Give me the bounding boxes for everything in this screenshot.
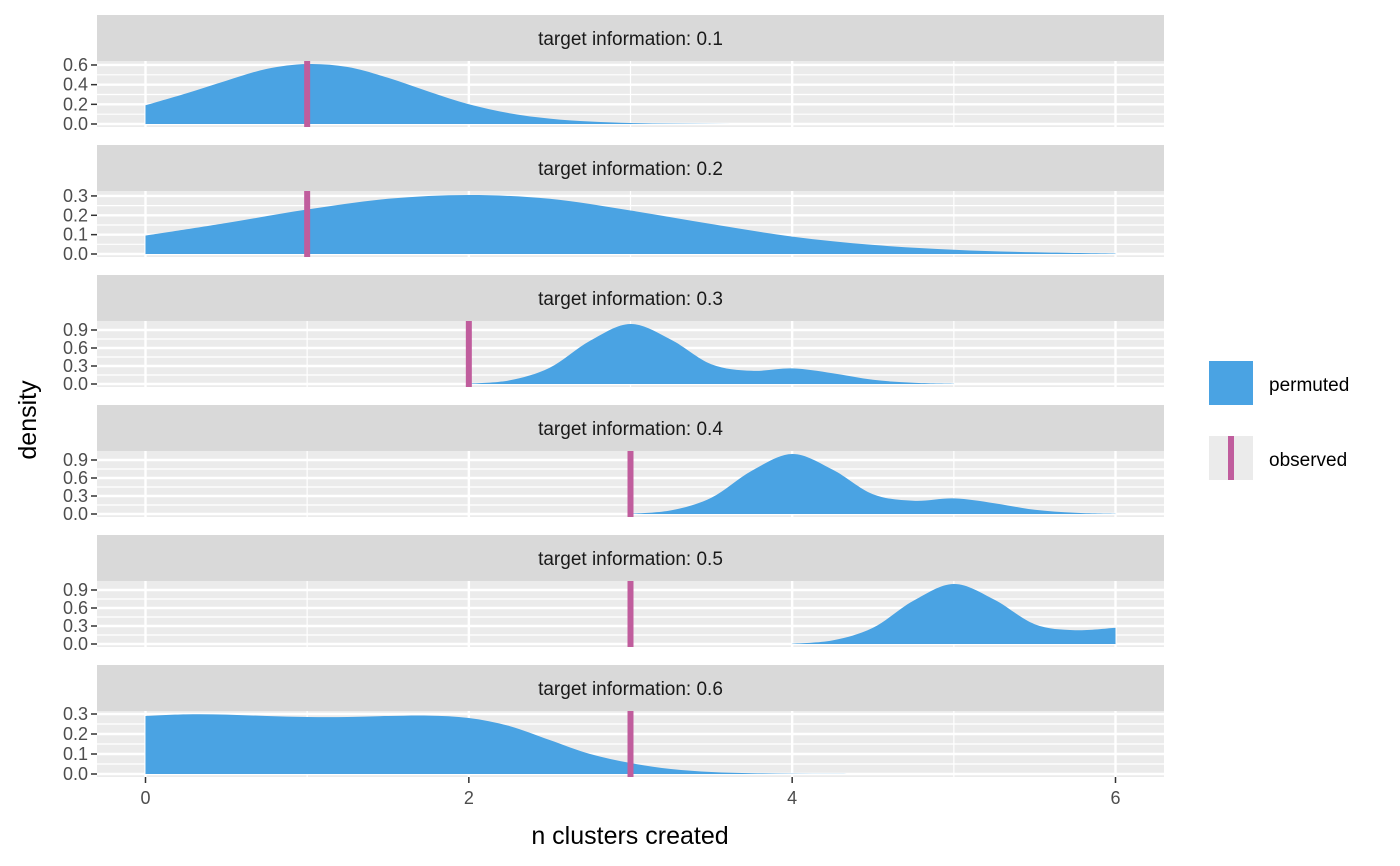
facet-strip-label: target information: 0.1 (538, 29, 723, 50)
facet-panel: target information: 0.6 0.00.10.20.3 (63, 665, 1164, 784)
x-tick-label: 6 (1110, 788, 1120, 808)
y-tick-label: 0.9 (63, 450, 88, 470)
y-tick-label: 0.0 (63, 114, 88, 134)
facet-panel: target information: 0.2 0.00.10.20.3 (63, 145, 1164, 264)
y-tick-label: 0.6 (63, 598, 88, 618)
y-tick-label: 0.6 (63, 468, 88, 488)
facet-strip (97, 275, 1164, 321)
y-tick-label: 0.1 (63, 744, 88, 764)
y-tick-label: 0.3 (63, 356, 88, 376)
facet-strip-label: target information: 0.3 (538, 289, 723, 310)
facet-panel: target information: 0.5 0.00.30.60.9 (63, 535, 1164, 654)
facet-strip-label: target information: 0.5 (538, 549, 723, 570)
facet-strip-label: target information: 0.4 (538, 419, 723, 440)
y-tick-label: 0.3 (63, 486, 88, 506)
y-tick-label: 0.6 (63, 338, 88, 358)
y-tick-label: 0.0 (63, 244, 88, 264)
y-tick-label: 0.0 (63, 504, 88, 524)
y-tick-label: 0.9 (63, 320, 88, 340)
x-axis-title: n clusters created (531, 822, 728, 850)
y-tick-label: 0.2 (63, 94, 88, 114)
facet-strip (97, 405, 1164, 451)
facet-panel: target information: 0.1 0.00.20.40.6 (63, 15, 1164, 134)
facet-strip (97, 535, 1164, 581)
facet-panels: target information: 0.10.00.20.40.6targe… (63, 15, 1164, 784)
y-tick-label: 0.2 (63, 724, 88, 744)
legend-label-observed: observed (1269, 450, 1347, 471)
x-axis: 0 2 4 6 (140, 777, 1121, 808)
y-tick-label: 0.2 (63, 205, 88, 225)
y-tick-label: 0.6 (63, 55, 88, 75)
facet-strip (97, 145, 1164, 191)
y-tick-label: 0.0 (63, 634, 88, 654)
x-tick-label: 0 (140, 788, 150, 808)
density-area-permuted (792, 583, 1116, 644)
x-tick-label: 4 (787, 788, 797, 808)
facet-strip-label: target information: 0.2 (538, 159, 723, 180)
y-tick-label: 0.0 (63, 374, 88, 394)
y-tick-label: 0.3 (63, 616, 88, 636)
facet-strip (97, 665, 1164, 711)
y-tick-label: 0.4 (63, 75, 88, 95)
y-tick-label: 0.3 (63, 704, 88, 724)
y-tick-label: 0.1 (63, 225, 88, 245)
y-tick-label: 0.9 (63, 580, 88, 600)
y-tick-label: 0.3 (63, 186, 88, 206)
facet-strip (97, 15, 1164, 61)
x-tick-label: 2 (464, 788, 474, 808)
facet-strip-label: target information: 0.6 (538, 679, 723, 700)
legend-key-permuted (1209, 361, 1253, 405)
density-area-permuted (630, 453, 1116, 514)
density-area-permuted (145, 195, 1116, 254)
y-axis-title: density (14, 380, 42, 460)
y-tick-label: 0.0 (63, 764, 88, 784)
density-area-permuted (468, 323, 954, 384)
legend-label-permuted: permuted (1269, 375, 1349, 396)
facet-panel: target information: 0.4 0.00.30.60.9 (63, 405, 1164, 524)
legend: permuted observed (1209, 361, 1349, 480)
facet-panel: target information: 0.3 0.00.30.60.9 (63, 275, 1164, 394)
density-area-permuted (145, 714, 873, 774)
